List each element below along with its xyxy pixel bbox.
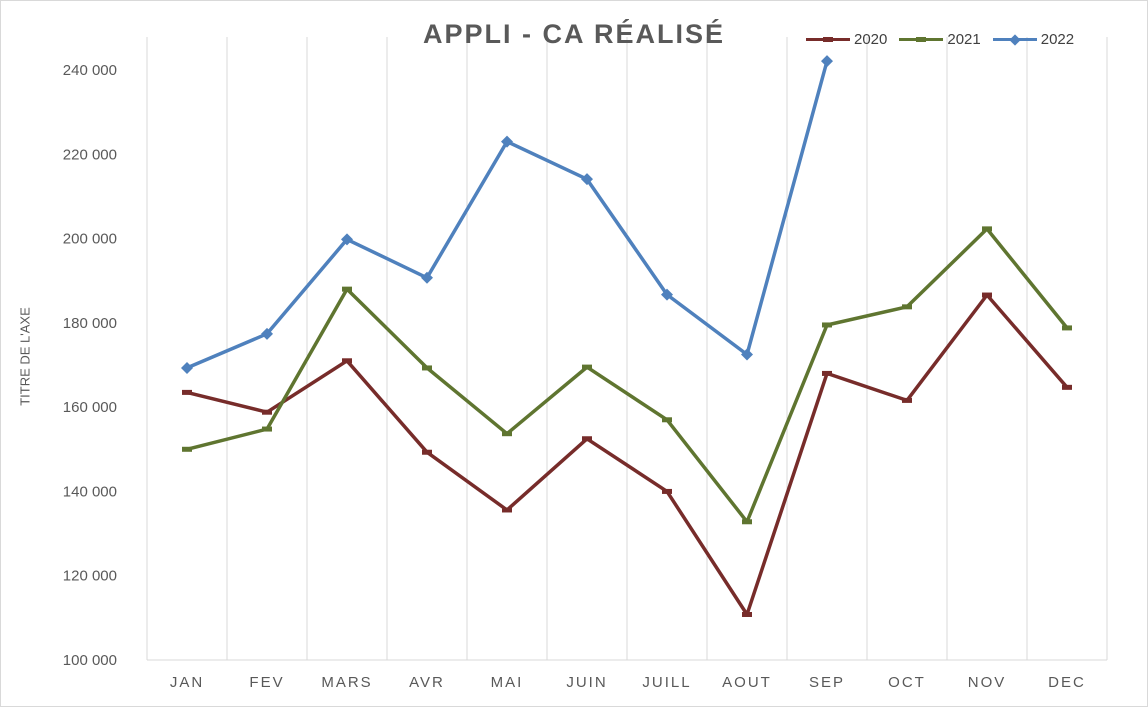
data-point xyxy=(661,288,673,301)
data-point xyxy=(1062,325,1072,331)
data-point xyxy=(341,233,353,246)
y-tick-label: 240 000 xyxy=(63,62,117,79)
x-tick-label: MAI xyxy=(491,674,524,691)
x-tick-label: DEC xyxy=(1048,674,1086,691)
data-point xyxy=(262,409,272,415)
data-point xyxy=(342,286,352,292)
data-point xyxy=(662,417,672,423)
data-point xyxy=(902,304,912,310)
data-point xyxy=(1062,384,1072,390)
data-point xyxy=(822,322,832,328)
legend-item-2021: 2021 xyxy=(899,31,981,48)
data-point xyxy=(262,426,272,432)
x-tick-label: NOV xyxy=(968,674,1007,691)
legend-swatch xyxy=(806,37,850,42)
x-tick-label: AOUT xyxy=(722,674,772,691)
legend-label: 2021 xyxy=(947,31,981,48)
y-axis-label-text: TITRE DE L'AXE xyxy=(17,307,33,406)
data-point xyxy=(421,271,433,284)
tick-labels: 100 000 120 000 140 000 160 000 180 000 200 0… xyxy=(63,62,1086,691)
x-tick-label: JUIN xyxy=(566,674,607,691)
series-2020 xyxy=(182,292,1072,617)
series-lines xyxy=(181,55,1072,617)
legend-marker xyxy=(823,37,833,42)
data-point xyxy=(982,226,992,232)
data-point xyxy=(501,135,513,148)
y-tick-label: 100 000 xyxy=(63,652,117,669)
legend-label: 2022 xyxy=(1040,31,1075,48)
legend-swatch xyxy=(899,37,944,42)
data-point xyxy=(181,361,193,374)
legend-item-2022: 2022 xyxy=(992,31,1075,48)
data-point xyxy=(502,507,512,513)
x-tick-label: JAN xyxy=(170,674,204,691)
x-tick-label: FEV xyxy=(249,674,284,691)
legend: 2020 2021 2022 xyxy=(806,31,1074,48)
data-point xyxy=(902,397,912,403)
y-tick-label: 160 000 xyxy=(63,399,117,416)
x-tick-label: JUILL xyxy=(642,674,691,691)
data-point xyxy=(582,364,592,370)
y-tick-label: 180 000 xyxy=(63,315,117,332)
x-tick-label: AVR xyxy=(409,674,445,691)
y-tick-label: 120 000 xyxy=(63,568,117,585)
legend-item-2020: 2020 xyxy=(806,31,887,48)
series-2021 xyxy=(182,226,1072,525)
data-point xyxy=(182,446,192,452)
data-point xyxy=(261,327,273,340)
y-tick-label: 200 000 xyxy=(63,231,117,248)
data-point xyxy=(422,449,432,455)
x-tick-label: SEP xyxy=(809,674,845,691)
y-tick-label: 140 000 xyxy=(63,483,117,500)
legend-swatch xyxy=(992,33,1037,46)
data-point xyxy=(741,348,753,361)
series-line-2020 xyxy=(186,293,1069,617)
data-point xyxy=(742,519,752,525)
data-point xyxy=(662,488,672,494)
data-point xyxy=(821,55,833,68)
data-point xyxy=(822,370,832,376)
data-point xyxy=(342,358,352,364)
series-line-2021 xyxy=(186,227,1069,524)
data-point xyxy=(182,389,192,395)
data-point xyxy=(502,431,512,437)
data-point xyxy=(582,436,592,442)
grid-lines xyxy=(146,37,1108,660)
legend-marker xyxy=(916,37,927,42)
data-point xyxy=(581,173,593,186)
chart-title: APPLI - CA RÉALISÉ xyxy=(422,19,726,49)
data-point xyxy=(742,611,752,617)
series-2022 xyxy=(181,55,833,374)
y-tick-label: 220 000 xyxy=(63,146,117,163)
x-tick-label: OCT xyxy=(888,674,926,691)
data-point xyxy=(422,365,432,371)
data-point xyxy=(982,292,992,298)
legend-label: 2020 xyxy=(854,31,888,48)
series-line-2022 xyxy=(186,60,829,370)
legend-marker xyxy=(1009,33,1021,46)
x-tick-label: MARS xyxy=(321,674,372,691)
